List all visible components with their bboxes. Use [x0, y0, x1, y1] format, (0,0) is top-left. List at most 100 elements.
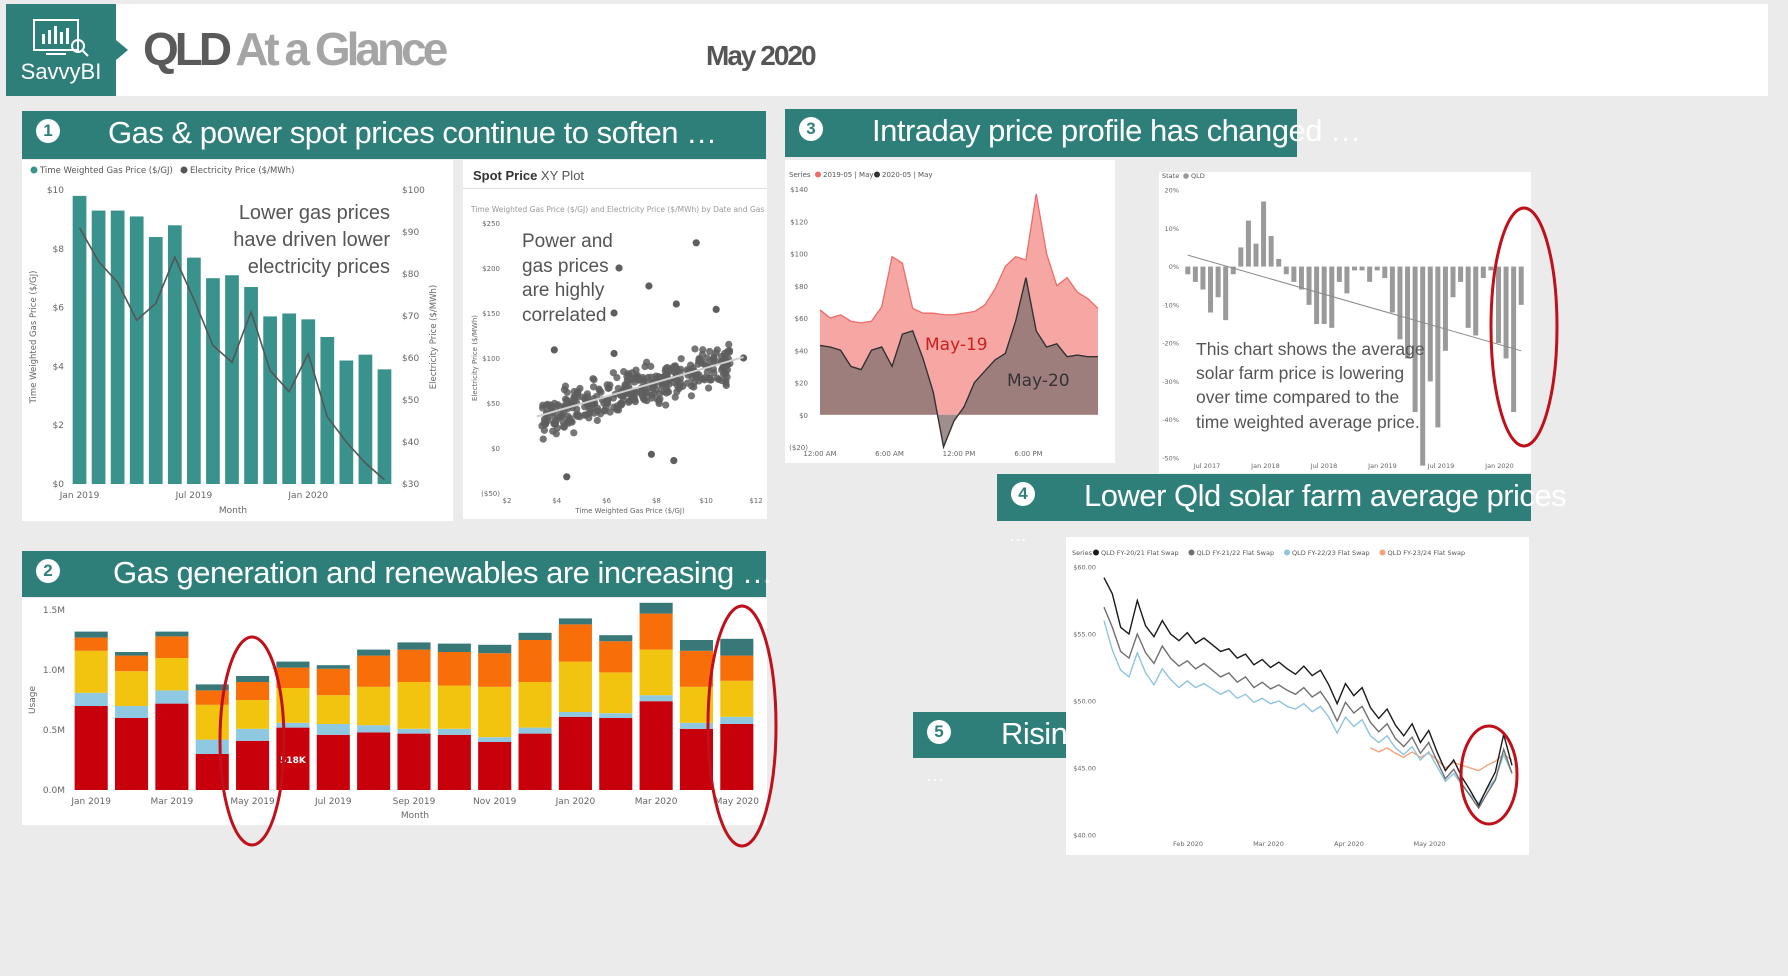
scatter-note: Power and gas prices are highly correlat…: [522, 231, 613, 326]
stacked-bar-segment: [720, 655, 754, 681]
x-tick-label: $10: [700, 497, 713, 505]
bar: [1351, 266, 1358, 271]
section-title: Gas & power spot prices continue to soft…: [108, 115, 717, 150]
scatter-point: [630, 394, 638, 402]
section-title: Intraday price profile has changed …: [872, 113, 1361, 148]
bar: [187, 257, 201, 484]
legend-title: State: [1162, 172, 1179, 180]
chart-card-generation: 0.0M 0.5M 1.0M 1.5M Usage 518K Jan 2019 Mar 201…: [22, 598, 767, 825]
x-tick-label: May 2019: [230, 797, 275, 807]
scatter-point: [573, 405, 581, 413]
y-axis-title: Electricity Price ($/MWh): [471, 315, 479, 401]
scatter-point: [710, 369, 718, 377]
stacked-bar-segment: [679, 650, 714, 687]
bar: [1450, 266, 1456, 298]
bar: [1344, 266, 1350, 294]
bar: [225, 275, 239, 484]
x-tick-label: Jul 2019: [175, 491, 213, 501]
logo-arrow: [116, 40, 128, 60]
scatter-point: [691, 345, 699, 353]
scatter-point: [653, 374, 662, 382]
stacked-bar-segment: [679, 640, 714, 651]
scatter-point: [549, 427, 557, 435]
y-tick-label: $0: [53, 480, 65, 490]
stacked-bar-segment: [639, 649, 673, 696]
stacked-bar-segment: [316, 665, 350, 669]
stacked-bar-segment: [397, 728, 431, 734]
stacked-bar-segment: [599, 713, 633, 718]
stacked-bar-segment: [276, 661, 310, 668]
legend-label: QLD FY-23/24 Flat Swap: [1388, 549, 1466, 557]
y-tick-label: $2: [53, 421, 64, 431]
scatter-point: [721, 370, 729, 378]
scatter-point: [589, 383, 598, 391]
y-tick-label: -10%: [1162, 301, 1179, 309]
scatter-point: [712, 305, 720, 313]
bar: [1336, 266, 1342, 282]
scatter-point: [613, 373, 621, 382]
bar: [1374, 266, 1380, 271]
x-tick-label: Mar 2020: [635, 797, 678, 807]
scatter-point: [695, 354, 703, 363]
stacked-bar-segment: [518, 640, 552, 682]
scatter-point: [561, 382, 570, 390]
stacked-bar-segment: [478, 644, 512, 654]
scatter-point: [563, 473, 571, 481]
stacked-bar-segment: [155, 690, 189, 704]
scatter-point: [706, 347, 714, 356]
stacked-bar-segment: [397, 733, 431, 790]
scatter-point: [593, 416, 601, 425]
scatter-point: [550, 346, 558, 354]
bar: [1314, 266, 1320, 324]
bar: [91, 210, 106, 484]
scatter-point: [703, 368, 711, 376]
y-tick-label: $0: [491, 445, 500, 453]
y-tick-label: $8: [53, 245, 65, 255]
bar: [206, 278, 220, 484]
stacked-bar-segment: [236, 740, 270, 790]
stacked-bar-segment: [195, 704, 229, 740]
stacked-bar-segment: [114, 652, 149, 656]
stacked-bar-segment: [155, 658, 189, 691]
stacked-bar-segment: [114, 718, 149, 790]
scatter-point: [605, 384, 613, 392]
stacked-bar-segment: [74, 692, 108, 706]
stacked-bar-segment: [720, 680, 754, 717]
scatter-point: [699, 346, 707, 354]
x-tick-label: Nov 2019: [473, 797, 517, 807]
section-number: 5: [927, 720, 951, 744]
bar: [320, 337, 335, 484]
bar: [1480, 266, 1486, 279]
period-label: May 2020: [706, 40, 817, 71]
stacked-bar-segment: [599, 641, 633, 673]
bar: [1215, 266, 1221, 298]
stacked-bar-segment: [518, 727, 552, 734]
stacked-bar-segment: [720, 724, 754, 790]
y-tick-label: -20%: [1162, 340, 1179, 348]
gas-power-chart: Time Weighted Gas Price ($/GJ) Electricit…: [29, 166, 439, 516]
bar: [1291, 266, 1297, 282]
x-tick-label: Jan 2019: [1367, 462, 1397, 470]
y-tick-label: -50%: [1162, 455, 1179, 463]
x-tick-label: Mar 2019: [151, 797, 194, 807]
ellipsis-5: …: [926, 765, 944, 785]
stacked-bar-segment: [236, 700, 270, 729]
y-tick-label: ($50): [481, 490, 500, 498]
bar: [110, 210, 125, 484]
x-tick-label: $4: [552, 497, 561, 505]
y-tick-label: $55.00: [1073, 631, 1096, 639]
stacked-bar-segment: [478, 742, 512, 790]
scatter-chart: Time Weighted Gas Price ($/GJ) and Elect…: [470, 205, 767, 515]
y-tick-label: 10%: [1165, 225, 1179, 233]
stacked-bar-segment: [639, 695, 673, 702]
y-tick-label: -40%: [1162, 416, 1179, 424]
y-tick-label: 20%: [1165, 187, 1179, 195]
scatter-point: [676, 382, 684, 390]
scatter-point: [540, 415, 549, 423]
scatter-point: [645, 282, 653, 290]
stacked-bar-segment: [558, 618, 592, 625]
stacked-bar-segment: [478, 686, 512, 738]
y-tick-label: $6: [53, 304, 65, 314]
section-banner-3: 3 Intraday price profile has changed …: [785, 109, 1361, 157]
scatter-point: [692, 239, 700, 247]
